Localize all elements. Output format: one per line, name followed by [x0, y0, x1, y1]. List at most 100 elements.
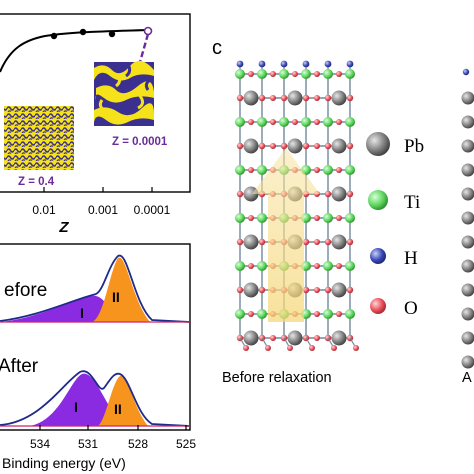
o-atom	[314, 71, 320, 77]
x-tick-label: 528	[128, 437, 148, 451]
x-tick-label: 0.001	[88, 203, 118, 217]
o-atom	[336, 311, 342, 317]
o-atom	[346, 190, 354, 198]
pb-atom	[287, 138, 303, 154]
x-tick-label: 0.0001	[134, 203, 171, 217]
o-atom	[314, 335, 320, 341]
o-atom	[292, 119, 298, 125]
spectrum-before: efore I II	[0, 255, 191, 323]
o-atom	[302, 142, 310, 150]
o-atom	[324, 238, 332, 246]
o-atom	[331, 345, 337, 351]
ti-atom	[235, 165, 245, 175]
o-atom	[258, 142, 266, 150]
ti-atom	[257, 309, 267, 319]
peak-I	[0, 295, 118, 322]
ti-atom	[345, 213, 355, 223]
ti-atom	[345, 69, 355, 79]
panel-b-x-ticks: 534 531 528 525	[30, 425, 196, 451]
h-atom	[258, 60, 266, 68]
x-tick-label: 525	[176, 437, 196, 451]
x-tick-label: 0.01	[32, 203, 56, 217]
o-atom	[324, 142, 332, 150]
ti-atom	[257, 261, 267, 271]
ti-atom	[345, 117, 355, 127]
peak-label-II: II	[112, 289, 120, 305]
pb-atom	[243, 234, 259, 250]
o-atom	[258, 238, 266, 246]
legend-h-icon	[370, 248, 386, 264]
ti-atom	[301, 69, 311, 79]
o-atom	[314, 119, 320, 125]
legend: Pb Ti H O	[366, 132, 424, 319]
o-atom	[236, 238, 244, 246]
pb-atom	[461, 139, 474, 153]
panel-a-frame	[0, 13, 191, 193]
legend-ti-icon	[368, 190, 388, 210]
o-atom	[302, 94, 310, 102]
pb-atom	[461, 307, 474, 321]
annotation-low-z: Z = 0.4	[18, 176, 55, 188]
pb-atom	[331, 138, 347, 154]
peak-label-I: I	[74, 399, 78, 415]
pb-atom	[331, 282, 347, 298]
panel-b-frame	[0, 243, 191, 431]
h-atom	[346, 60, 354, 68]
o-atom	[314, 311, 320, 317]
legend-label: O	[404, 298, 418, 319]
o-atom	[336, 167, 342, 173]
caption-before: Before relaxation	[222, 370, 332, 386]
pb-atom	[243, 330, 259, 346]
o-atom	[248, 71, 254, 77]
pb-atom	[461, 235, 474, 249]
legend-label: H	[404, 248, 418, 269]
data-point	[108, 30, 116, 38]
pb-atom	[287, 330, 303, 346]
o-atom	[270, 71, 276, 77]
pb-atom	[243, 138, 259, 154]
o-atom	[336, 263, 342, 269]
o-atom	[302, 238, 310, 246]
pb-atom	[461, 355, 474, 369]
data-point	[143, 26, 153, 36]
o-atom	[270, 143, 276, 149]
panel-b: efore I II After I II 534 531 528 525 Bi…	[0, 243, 196, 471]
lattice-structure-after	[461, 68, 474, 369]
pb-atom	[331, 234, 347, 250]
ti-atom	[279, 69, 289, 79]
ti-atom	[323, 213, 333, 223]
ti-atom	[323, 117, 333, 127]
o-atom	[309, 345, 315, 351]
o-atom	[236, 142, 244, 150]
o-atom	[302, 286, 310, 294]
pb-atom	[243, 90, 259, 106]
o-atom	[292, 71, 298, 77]
pb-atom	[461, 259, 474, 273]
ti-atom	[257, 165, 267, 175]
o-atom	[314, 239, 320, 245]
x-tick-label: 534	[30, 437, 50, 451]
o-atom	[243, 345, 249, 351]
pb-atom	[461, 163, 474, 177]
o-atom	[236, 286, 244, 294]
pb-atom	[461, 115, 474, 129]
o-atom	[324, 190, 332, 198]
peak-II	[98, 375, 148, 426]
caption-after: A	[462, 370, 472, 386]
h-atom	[462, 68, 470, 76]
ti-atom	[323, 165, 333, 175]
o-atom	[324, 94, 332, 102]
ti-atom	[235, 117, 245, 127]
polarization-arrow	[252, 148, 320, 322]
o-atom	[314, 167, 320, 173]
spectrum-after: After I II	[0, 356, 191, 427]
o-atom	[248, 215, 254, 221]
legend-pb-icon	[366, 132, 390, 156]
o-atom	[258, 94, 266, 102]
envelope	[0, 370, 191, 427]
peak-I	[30, 373, 122, 426]
o-atom	[236, 94, 244, 102]
pb-atom	[461, 187, 474, 201]
legend-label: Ti	[404, 192, 420, 213]
o-atom	[265, 345, 271, 351]
